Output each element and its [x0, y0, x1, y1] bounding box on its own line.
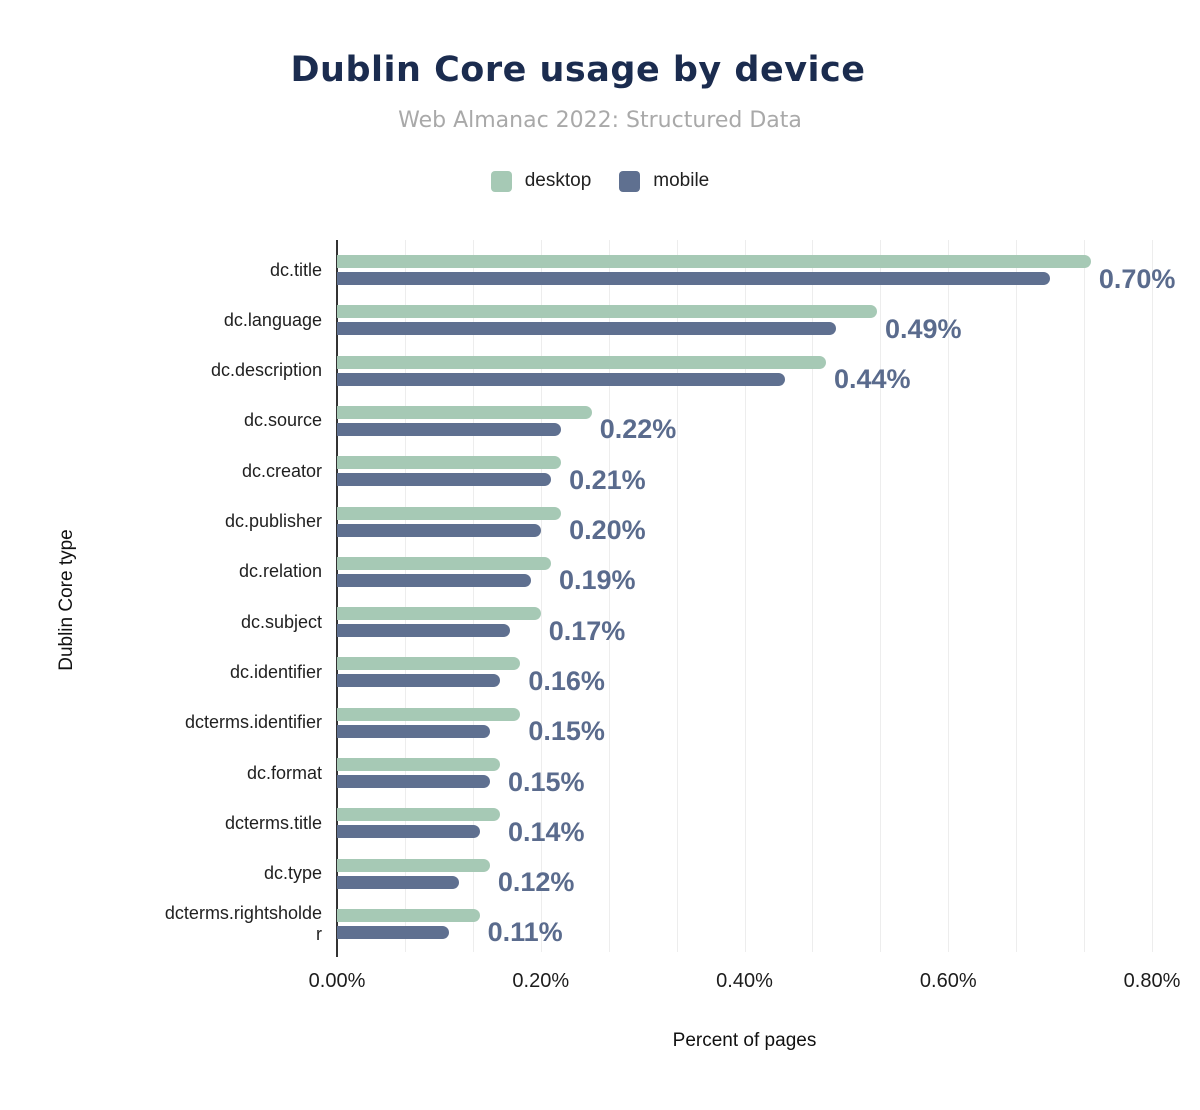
bar-desktop-dc.type [337, 858, 490, 872]
gridline [404, 240, 406, 952]
bar-mobile-dc.source [337, 422, 562, 436]
bar-desktop-dc.publisher [337, 506, 562, 520]
bar-mobile-dc.creator [337, 473, 551, 487]
gridline [744, 240, 746, 952]
gridline [540, 240, 542, 952]
bar-desktop-dc.description [337, 355, 826, 369]
gridline [948, 240, 950, 952]
bar-desktop-dcterms.rightsholder [337, 908, 480, 922]
gridline [1152, 240, 1153, 952]
y-axis-line [336, 240, 338, 957]
bar-mobile-dc.relation [337, 573, 531, 587]
chart-title: Dublin Core usage by device [290, 50, 866, 90]
value-label-dc.publisher: 0.20% [569, 515, 646, 545]
bar-desktop-dc.title [337, 255, 1091, 268]
category-label-dcterms.identifier: dcterms.identifier [184, 712, 322, 733]
bar-mobile-dc.description [337, 372, 786, 386]
category-label-dcterms.rightsholder: dcterms.rightsholder [164, 902, 322, 944]
x-tick-0.00%: 0.00% [308, 970, 366, 992]
x-tick-0.20%: 0.20% [512, 970, 570, 992]
bar-desktop-dc.relation [337, 556, 551, 570]
category-label-dc.title: dc.title [269, 259, 322, 280]
gridline [812, 240, 814, 952]
bar-mobile-dc.publisher [337, 523, 541, 537]
category-label-dc.description: dc.description [210, 360, 322, 381]
desktop-legend-swatch [490, 170, 512, 192]
bar-mobile-dcterms.title [337, 825, 480, 839]
category-label-dc.source: dc.source [243, 410, 322, 431]
bar-desktop-dcterms.title [337, 808, 500, 822]
category-label-dc.language: dc.language [223, 309, 322, 330]
value-label-dc.relation: 0.19% [558, 565, 636, 596]
gridline [676, 240, 678, 952]
x-axis-title: Percent of pages [672, 1030, 817, 1051]
bar-desktop-dcterms.identifier [337, 707, 521, 721]
bar-mobile-dc.identifier [337, 674, 500, 688]
value-label-dc.source: 0.22% [599, 414, 677, 445]
legend-item-desktop: desktop [490, 170, 592, 192]
value-label-dc.identifier: 0.16% [528, 665, 605, 696]
x-tick-0.60%: 0.60% [919, 970, 977, 992]
bar-mobile-dcterms.identifier [337, 724, 490, 738]
bar-desktop-dc.creator [337, 456, 562, 470]
bar-desktop-dc.format [337, 758, 500, 771]
bar-desktop-dc.subject [337, 607, 541, 621]
category-label-dc.relation: dc.relation [238, 561, 322, 582]
bar-mobile-dc.title [337, 272, 1051, 285]
value-label-dc.title: 0.70% [1098, 263, 1176, 294]
chart-subtitle: Web Almanac 2022: Structured Data [398, 108, 802, 133]
category-label-dcterms.title: dcterms.title [224, 812, 322, 833]
gridline [472, 240, 474, 952]
value-label-dcterms.title: 0.14% [508, 816, 585, 847]
category-label-dc.creator: dc.creator [241, 460, 322, 481]
bar-desktop-dc.source [337, 405, 592, 419]
value-label-dcterms.identifier: 0.15% [528, 716, 605, 747]
gridline [608, 240, 610, 952]
mobile-legend-label: mobile [653, 170, 710, 191]
value-label-dc.format: 0.15% [508, 766, 585, 797]
bar-desktop-dc.identifier [337, 657, 521, 671]
category-label-dc.publisher: dc.publisher [224, 511, 322, 531]
bar-mobile-dc.language [337, 322, 837, 336]
gridline [1016, 240, 1018, 952]
value-label-dc.creator: 0.21% [569, 464, 646, 495]
bar-desktop-dc.language [337, 305, 877, 319]
value-label-dcterms.rightsholder: 0.11% [487, 917, 563, 948]
gridline [1084, 240, 1086, 952]
value-label-dc.subject: 0.17% [548, 615, 626, 646]
desktop-legend-label: desktop [524, 170, 592, 191]
value-label-dc.language: 0.49% [884, 313, 962, 344]
category-label-dc.format: dc.format [246, 762, 322, 783]
category-label-dc.subject: dc.subject [240, 611, 322, 632]
bar-mobile-dc.subject [337, 624, 511, 638]
legend-item-mobile: mobile [619, 170, 709, 192]
mobile-legend-swatch [619, 170, 641, 192]
bar-mobile-dc.format [337, 775, 490, 788]
bar-mobile-dcterms.rightsholder [337, 925, 450, 939]
value-label-dc.description: 0.44% [834, 364, 911, 395]
gridline [880, 240, 882, 952]
legend: desktop mobile [0, 170, 1200, 192]
value-label-dc.type: 0.12% [497, 867, 575, 898]
x-tick-0.80%: 0.80% [1123, 970, 1181, 992]
bar-mobile-dc.type [337, 875, 460, 889]
category-label-dc.identifier: dc.identifier [229, 661, 322, 682]
x-tick-0.40%: 0.40% [716, 970, 773, 992]
category-label-dc.type: dc.type [263, 863, 322, 884]
